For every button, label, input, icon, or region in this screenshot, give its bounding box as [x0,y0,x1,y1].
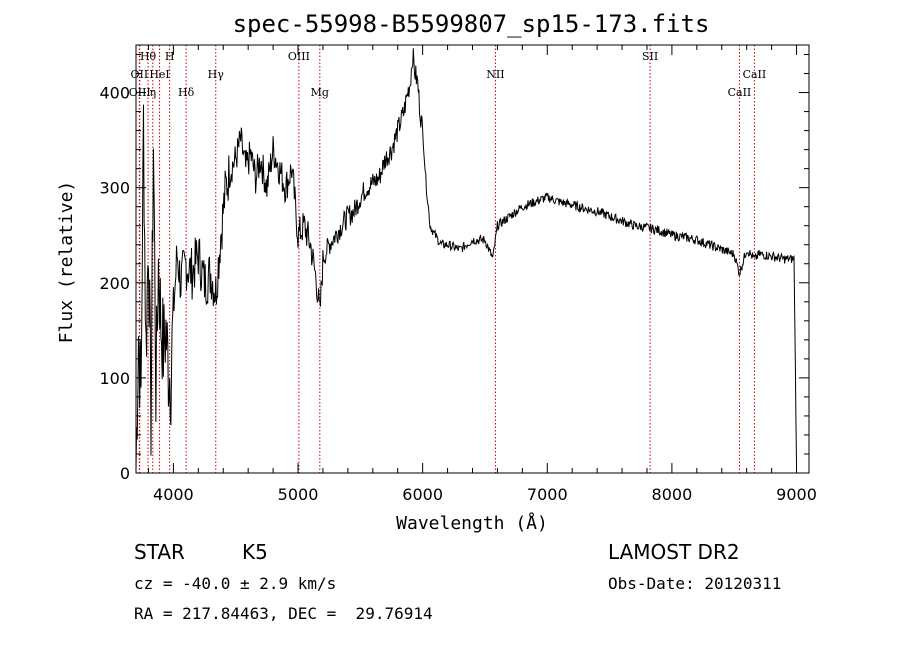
marker-label: H [165,50,175,63]
marker-label: Hγ [208,68,225,81]
marker-label: CaII [743,68,767,81]
marker-label: η [150,86,157,99]
marker-label: OIII [288,50,310,63]
object-class: STAR [134,540,185,564]
marker-label: Hθ [140,50,157,63]
object-subclass: K5 [242,540,268,564]
y-tick-label: 100 [99,369,130,388]
y-tick-label: 300 [99,179,130,198]
y-tick-label: 400 [99,84,130,103]
marker-label: Hδ [178,86,195,99]
x-axis-label: Wavelength (Å) [396,512,548,534]
x-tick-label: 7000 [527,485,568,504]
marker-label: SII [642,50,658,63]
marker-label: NII [486,68,504,81]
y-tick-label: 0 [120,464,130,483]
survey-name: LAMOST DR2 [608,540,740,564]
spectrum-line [135,48,797,470]
marker-label: HeI [149,68,169,81]
redshift-velocity: cz = -40.0 ± 2.9 km/s [134,574,337,593]
y-axis-label: Flux (relative) [56,181,77,344]
emission-line-markers: HθHOIIHeIOIIIηHδHγOIIIMgNIISIICaIICaII [129,45,767,473]
x-tick-label: 5000 [278,485,319,504]
axis-ticks: 4000 5000 6000 7000 8000 9000 0 100 200 300 400 [99,45,817,504]
x-tick-label: 4000 [153,485,194,504]
observation-date: Obs-Date: 20120311 [608,574,782,593]
marker-label: CaII [728,86,752,99]
x-tick-label: 6000 [402,485,443,504]
sky-coordinates: RA = 217.84463, DEC = 29.76914 [134,604,433,623]
x-tick-label: 9000 [776,485,817,504]
plot-frame [135,44,810,474]
marker-label: Mg [311,86,329,99]
chart-title: spec-55998-B5599807_sp15-173.fits [233,10,710,38]
x-tick-label: 8000 [652,485,693,504]
y-tick-label: 200 [99,274,130,293]
